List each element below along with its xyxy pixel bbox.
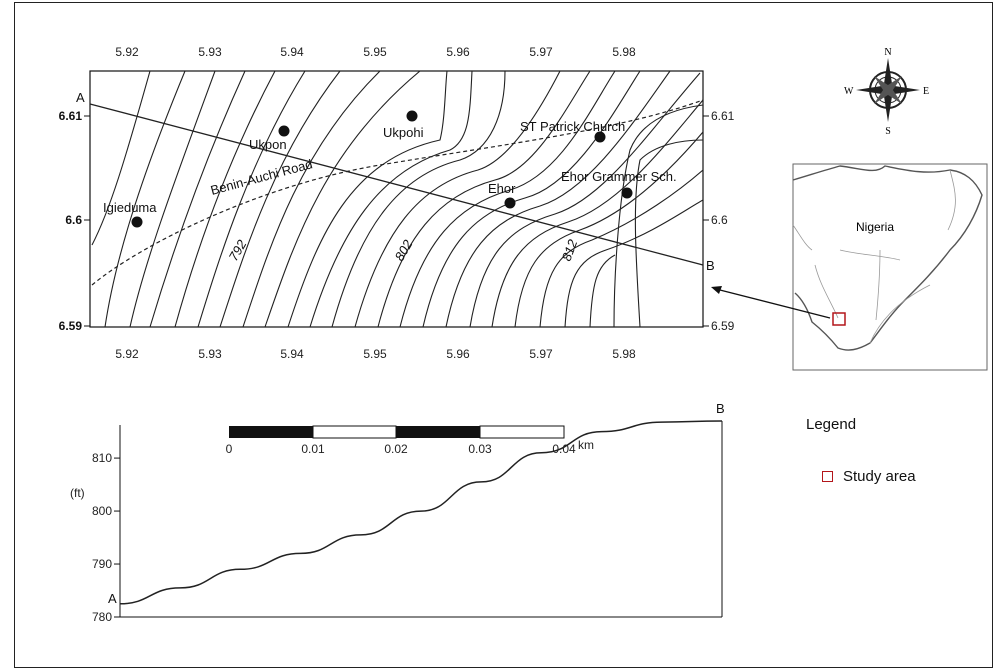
x-tick-label: 5.97	[529, 45, 553, 59]
place-marker	[131, 216, 143, 228]
scale-label: 0.03	[468, 442, 492, 456]
x-tick-label: 5.95	[363, 45, 387, 59]
legend-title: Legend	[806, 416, 857, 433]
pointer-arrow	[711, 286, 831, 319]
y-axis-right: 6.61 6.6 6.59	[703, 109, 735, 333]
place-label: Ehor	[488, 181, 516, 196]
compass-e: E	[923, 86, 929, 97]
x-tick-label: 5.96	[446, 347, 470, 361]
contour-lines	[91, 71, 703, 327]
scale-label: 0.02	[384, 442, 408, 456]
inset-country-label: Nigeria	[856, 220, 894, 234]
place-label: Ukpohi	[383, 125, 424, 140]
contour-label: 812	[559, 237, 581, 263]
profile-line	[89, 103, 704, 266]
x-tick-label: 5.98	[612, 347, 636, 361]
x-tick-label: 5.97	[529, 347, 553, 361]
place-markers: Igieduma Ukpon Ukpohi ST Patrick Church …	[103, 110, 677, 228]
elevation-profile: 810 800 790 780 (ft) A B	[70, 401, 725, 624]
y-tick-label: 6.59	[711, 319, 735, 333]
compass-rose-icon: N S E W	[844, 47, 929, 137]
x-tick-label: 5.92	[115, 45, 139, 59]
map-frame	[89, 70, 704, 328]
legend-item-study-area: Study area	[822, 468, 916, 485]
profile-y-tick-label: 800	[92, 504, 112, 518]
x-axis-top: 5.92 5.93 5.94 5.95 5.96 5.97 5.98	[115, 45, 636, 59]
profile-end-label: B	[716, 401, 725, 416]
scale-unit: km	[578, 438, 594, 452]
place-marker	[406, 110, 418, 122]
legend-label: Study area	[843, 468, 916, 485]
road-line	[91, 99, 703, 286]
y-tick-label: 6.61	[711, 109, 735, 123]
profile-label-b: B	[706, 258, 715, 273]
place-label: ST Patrick Church	[520, 119, 625, 134]
profile-start-label: A	[108, 591, 117, 606]
scale-label: 0	[226, 442, 233, 456]
place-marker	[621, 187, 633, 199]
compass-w: W	[844, 86, 854, 97]
profile-curve	[119, 420, 723, 605]
compass-n: N	[884, 47, 891, 58]
x-axis-bottom: 5.92 5.93 5.94 5.95 5.96 5.97 5.98	[115, 347, 636, 361]
y-tick-label: 6.61	[59, 109, 83, 123]
y-tick-label: 6.59	[59, 319, 83, 333]
place-label: Ehor Grammer Sch.	[561, 169, 677, 184]
y-tick-label: 6.6	[711, 213, 728, 227]
y-tick-label: 6.6	[65, 213, 82, 227]
figure-frame	[14, 2, 993, 668]
x-tick-label: 5.95	[363, 347, 387, 361]
place-label: Igieduma	[103, 200, 157, 215]
scale-bar: 0 0.01 0.02 0.03 0.04 km	[226, 425, 594, 456]
study-area-marker	[832, 312, 846, 326]
profile-y-tick-label: 780	[92, 610, 112, 624]
contour-map: 5.92 5.93 5.94 5.95 5.96 5.97 5.98 5.92 …	[59, 45, 735, 361]
x-tick-label: 5.93	[198, 45, 222, 59]
place-marker	[278, 125, 290, 137]
x-tick-label: 5.98	[612, 45, 636, 59]
country-outline	[792, 165, 983, 351]
profile-y-ticks: 810 800 790 780	[92, 451, 120, 624]
y-axis-left: 6.61 6.6 6.59	[59, 109, 90, 333]
legend-swatch	[822, 471, 833, 482]
x-tick-label: 5.96	[446, 45, 470, 59]
place-marker	[504, 197, 516, 209]
place-marker	[594, 131, 606, 143]
profile-unit-label: (ft)	[70, 486, 85, 500]
profile-y-tick-label: 810	[92, 451, 112, 465]
x-tick-label: 5.94	[280, 347, 304, 361]
scale-label: 0.04	[552, 442, 576, 456]
place-label: Ukpon	[249, 137, 287, 152]
compass-s: S	[885, 126, 891, 137]
scale-label: 0.01	[301, 442, 325, 456]
profile-label-a: A	[76, 90, 85, 105]
x-tick-label: 5.94	[280, 45, 304, 59]
x-tick-label: 5.92	[115, 347, 139, 361]
x-tick-label: 5.93	[198, 347, 222, 361]
inset-map: Nigeria	[792, 163, 988, 371]
profile-y-tick-label: 790	[92, 557, 112, 571]
